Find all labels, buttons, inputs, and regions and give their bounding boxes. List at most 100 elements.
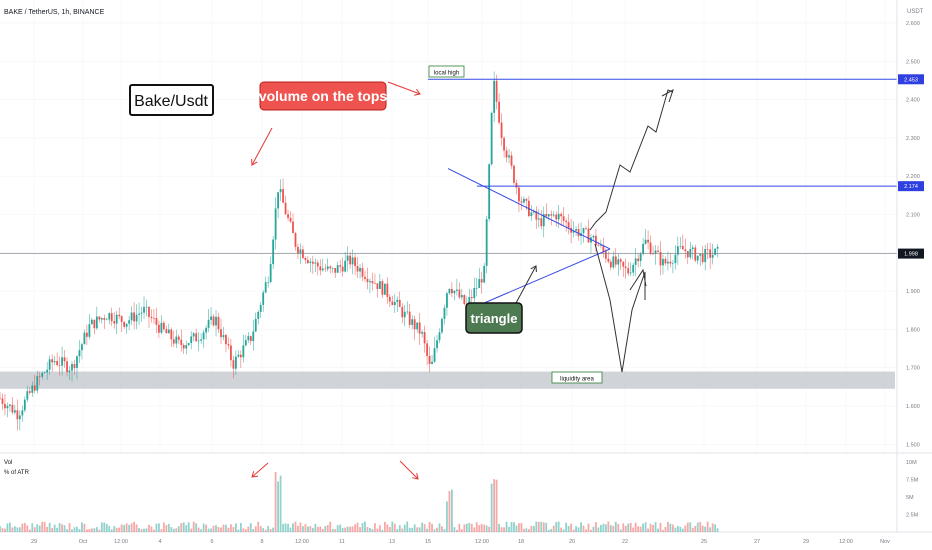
- volume-bar: [441, 526, 443, 532]
- candle-body: [316, 262, 319, 267]
- candle-body: [336, 265, 339, 273]
- candle-body: [232, 360, 235, 369]
- volume-bar: [376, 528, 379, 532]
- volume-tick-label: 10M: [906, 460, 917, 466]
- candle-body: [61, 357, 63, 366]
- volume-bar: [483, 524, 486, 532]
- candle-body: [23, 399, 26, 411]
- volume-bar: [63, 525, 66, 532]
- candle-body: [525, 198, 528, 201]
- candle-body: [604, 251, 607, 259]
- volume-bar: [490, 483, 493, 532]
- candle-body: [9, 404, 11, 406]
- candle-body: [359, 267, 361, 272]
- volume-bar: [458, 523, 461, 532]
- chart-title: Bake/Usdt: [134, 93, 208, 110]
- volume-bar: [403, 524, 406, 532]
- candle-body: [567, 222, 570, 228]
- volume-bar: [192, 521, 195, 532]
- candle-body: [652, 253, 654, 255]
- volume-bar: [93, 528, 96, 532]
- volume-bar: [105, 523, 108, 532]
- candle-body: [93, 319, 96, 329]
- candle-body: [103, 317, 106, 320]
- volume-bar: [679, 526, 682, 532]
- volume-bar: [339, 524, 342, 532]
- volume-bar: [282, 523, 284, 532]
- candle-body: [262, 292, 265, 305]
- candle-body: [609, 261, 612, 268]
- y-tick-label: 2.300: [906, 136, 920, 142]
- candle-body: [647, 239, 649, 243]
- volume-bar: [277, 481, 280, 532]
- x-tick-label: 12:00: [114, 539, 128, 545]
- volume-bar: [624, 525, 627, 532]
- x-tick-label: 12:00: [839, 539, 853, 545]
- candle-body: [433, 348, 436, 362]
- volume-bar: [453, 527, 456, 532]
- candle-body: [676, 246, 679, 255]
- candle-body: [607, 258, 610, 262]
- volume-bar: [113, 526, 116, 532]
- candle-body: [78, 350, 81, 357]
- candle-body: [38, 376, 41, 377]
- volume-bar: [118, 527, 121, 532]
- volume-bar: [545, 522, 548, 532]
- candle-body: [153, 318, 155, 319]
- candle-body: [483, 265, 486, 283]
- candle-body: [408, 311, 411, 325]
- volume-bar: [443, 529, 446, 532]
- candle-body: [354, 257, 356, 267]
- volume-bar: [639, 526, 642, 532]
- volume-bar: [612, 525, 615, 532]
- candle-body: [393, 301, 396, 306]
- volume-bar: [684, 525, 687, 532]
- price-badge: [898, 248, 924, 259]
- volume-bar: [709, 527, 712, 532]
- volume-bar: [18, 527, 21, 532]
- local-high-arrow-head: [414, 88, 421, 96]
- volume-bar: [478, 525, 481, 532]
- candle-body: [207, 319, 210, 328]
- volume-top-arrow: [251, 127, 273, 166]
- candle-body: [341, 266, 344, 272]
- volume-bar: [602, 523, 605, 532]
- volume-bar: [4, 528, 6, 532]
- candle-body: [654, 250, 657, 254]
- candle-body: [234, 356, 237, 369]
- volume-bar: [28, 529, 31, 532]
- triangle-upper-line: [447, 168, 611, 250]
- volume-bar: [53, 524, 56, 532]
- y-tick-label: 2.500: [906, 59, 920, 65]
- candle-body: [699, 253, 702, 256]
- candle-body: [662, 258, 664, 266]
- volume-bar: [11, 527, 14, 532]
- candle-body: [202, 332, 205, 340]
- candle-body: [319, 266, 322, 271]
- volume-bar: [66, 529, 68, 532]
- volume-bar: [306, 526, 309, 532]
- volume-bar: [634, 522, 637, 532]
- triangle-pointer: [515, 265, 537, 304]
- candle-body: [351, 257, 354, 265]
- candle-body: [259, 304, 262, 312]
- volume-bar: [525, 528, 528, 532]
- candle-body: [346, 255, 349, 261]
- x-tick-label: Nov: [880, 539, 890, 545]
- volume-bar: [148, 524, 150, 532]
- candle-body: [714, 248, 717, 255]
- volume-bar: [13, 526, 16, 532]
- volume-tick-label: 7.5M: [906, 478, 919, 484]
- x-tick-label: 15: [425, 539, 431, 545]
- candle-body: [629, 272, 632, 274]
- volume-bar: [667, 521, 669, 532]
- volume-spike-arrow-2: [399, 460, 419, 480]
- candle-body: [150, 316, 153, 319]
- volume-bar: [642, 523, 645, 532]
- candle-body: [230, 345, 232, 361]
- volume-bar: [170, 527, 173, 532]
- candle-body: [632, 264, 635, 273]
- volume-note-box: [259, 81, 387, 111]
- candle-body: [379, 281, 381, 289]
- volume-bar: [172, 528, 175, 532]
